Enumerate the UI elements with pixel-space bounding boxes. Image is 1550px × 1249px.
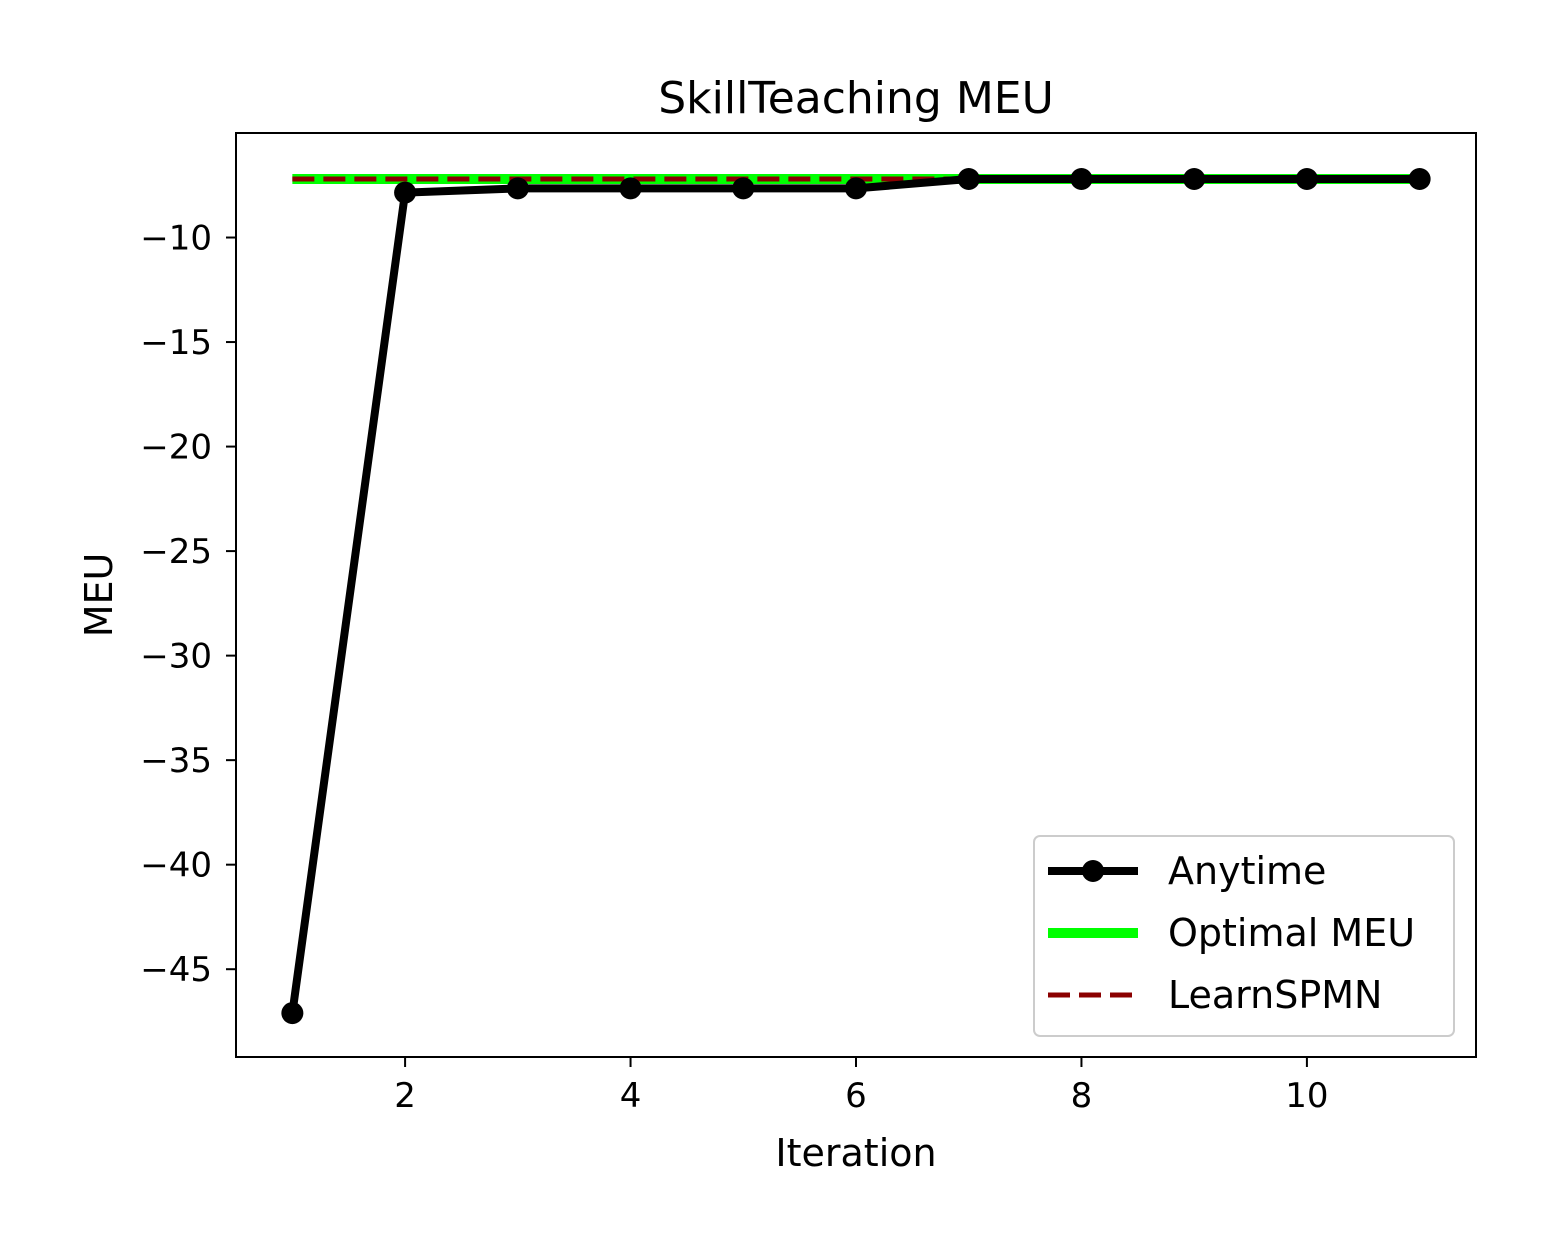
series-anytime-point <box>957 167 980 190</box>
legend-label: Optimal MEU <box>1168 911 1415 955</box>
y-tick-label: −15 <box>140 323 212 363</box>
x-tick-label: 2 <box>394 1076 416 1116</box>
x-axis: 2 4 6 8 10 <box>394 1057 1329 1116</box>
series-anytime-point <box>1070 167 1093 190</box>
legend-label: LearnSPMN <box>1168 973 1382 1017</box>
y-tick-label: −10 <box>140 219 212 259</box>
legend: Anytime Optimal MEU LearnSPMN <box>1033 835 1455 1037</box>
plot-area <box>281 167 1431 1025</box>
y-tick-label: −20 <box>140 428 212 468</box>
series-anytime-point <box>506 177 529 200</box>
y-tick-label: −30 <box>140 637 212 677</box>
series-anytime-point <box>732 177 755 200</box>
x-tick-label: 6 <box>845 1076 867 1116</box>
legend-label: Anytime <box>1168 849 1326 893</box>
legend-box <box>1033 835 1455 1037</box>
x-tick-label: 8 <box>1071 1076 1093 1116</box>
y-tick-label: −35 <box>140 741 212 781</box>
y-tick-label: −40 <box>140 846 212 886</box>
series-anytime-point <box>281 1002 304 1025</box>
x-tick-label: 10 <box>1285 1076 1328 1116</box>
y-tick-label: −25 <box>140 532 212 572</box>
chart-title: SkillTeaching MEU <box>658 73 1054 124</box>
series-anytime-point <box>1295 167 1318 190</box>
series-anytime-point <box>394 181 417 204</box>
y-axis-label: MEU <box>77 553 121 638</box>
x-tick-label: 4 <box>620 1076 642 1116</box>
series-anytime-point <box>1408 167 1431 190</box>
series-anytime-point <box>1183 167 1206 190</box>
series-anytime-point <box>619 177 642 200</box>
y-axis: −45 −40 −35 −30 −25 −20 −15 −10 <box>140 219 236 990</box>
series-anytime-point <box>845 177 867 200</box>
legend-anytime-marker <box>1082 860 1104 882</box>
x-axis-label: Iteration <box>775 1131 936 1175</box>
y-tick-label: −45 <box>140 950 212 990</box>
